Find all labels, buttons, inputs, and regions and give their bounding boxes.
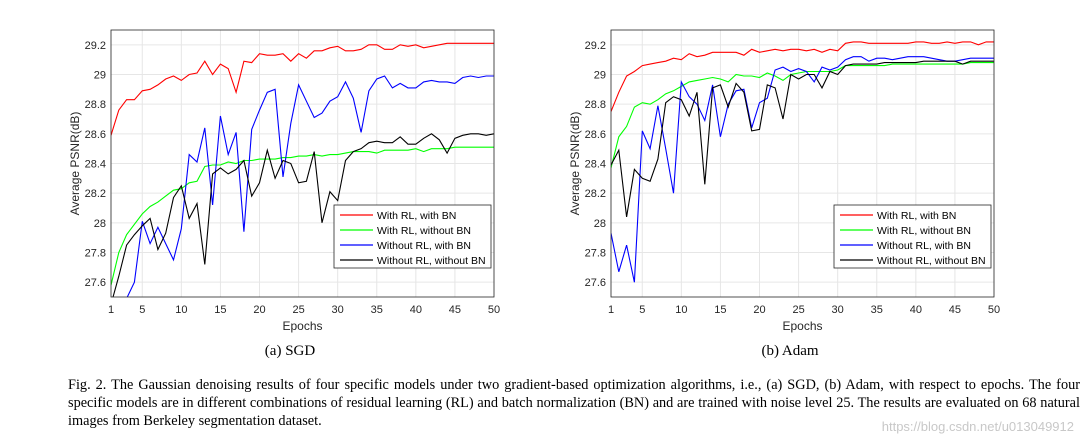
legend-label: With RL, without BN <box>877 225 971 237</box>
legend-label: Without RL, with BN <box>877 240 971 252</box>
y-tick-label: 28 <box>594 218 606 230</box>
y-tick-label: 28.8 <box>585 99 606 111</box>
series-line-with-rl-without-bn <box>611 62 994 169</box>
y-tick-label: 28.2 <box>585 188 606 200</box>
x-tick-label: 35 <box>871 304 883 316</box>
x-tick-label: 25 <box>292 304 304 316</box>
y-tick-label: 28.6 <box>85 129 106 141</box>
series-line-with-rl-with-bn <box>611 41 994 112</box>
watermark: https://blog.csdn.net/u013049912 <box>881 419 1074 434</box>
x-tick-label: 45 <box>949 304 961 316</box>
subcaption-adam: (b) Adam <box>761 343 819 359</box>
legend-label: With RL, with BN <box>377 210 456 222</box>
y-tick-label: 28.4 <box>585 159 606 171</box>
series-line-with-rl-without-bn <box>111 146 494 286</box>
x-tick-label: 15 <box>714 304 726 316</box>
y-tick-label: 28.8 <box>85 99 106 111</box>
x-tick-label: 50 <box>988 304 1000 316</box>
y-tick-label: 28.6 <box>585 129 606 141</box>
x-tick-label: 10 <box>675 304 687 316</box>
series-line-without-rl-with-bn <box>126 75 494 297</box>
x-tick-label: 5 <box>639 304 645 316</box>
plot-frame <box>610 29 995 298</box>
sgd-chart: 1 5 10 15 20 25 30 35 40 45 5027.627.82828.228.428… <box>68 29 500 333</box>
y-tick-label: 27.8 <box>85 248 106 260</box>
x-tick-label: 50 <box>488 304 500 316</box>
x-axis-label: Epochs <box>282 319 322 333</box>
legend-label: Without RL, without BN <box>877 255 986 267</box>
y-tick-label: 28 <box>94 218 106 230</box>
series-line-with-rl-with-bn <box>111 42 494 136</box>
y-tick-label: 29.2 <box>85 40 106 52</box>
x-tick-label: 35 <box>371 304 383 316</box>
y-axis-label: Average PSNR(dB) <box>568 112 582 216</box>
y-tick-label: 28.4 <box>85 159 106 171</box>
y-tick-label: 27.6 <box>85 277 106 289</box>
y-tick-label: 27.6 <box>585 277 606 289</box>
series-line-without-rl-with-bn <box>611 56 994 283</box>
x-tick-label: 40 <box>410 304 422 316</box>
subcaption-sgd: (a) SGD <box>264 343 316 359</box>
adam-chart: 1 5 10 15 20 25 30 35 40 45 5027.627.82828.228.428… <box>568 29 1000 333</box>
x-tick-label: 25 <box>792 304 804 316</box>
y-axis-label: Average PSNR(dB) <box>68 112 82 216</box>
legend-label: With RL, with BN <box>877 210 956 222</box>
x-tick-label: 30 <box>832 304 844 316</box>
y-tick-label: 27.8 <box>585 248 606 260</box>
legend-label: With RL, without BN <box>377 225 471 237</box>
x-tick-label: 40 <box>910 304 922 316</box>
x-axis-label: Epochs <box>782 319 822 333</box>
legend-label: Without RL, with BN <box>377 240 471 252</box>
x-tick-label: 15 <box>214 304 226 316</box>
x-tick-label: 20 <box>253 304 265 316</box>
y-tick-label: 29 <box>594 70 606 82</box>
x-tick-label: 10 <box>175 304 187 316</box>
x-tick-label: 1 <box>108 304 114 316</box>
figure-caption: Fig. 2. The Gaussian denoising results o… <box>68 377 1080 429</box>
plot-frame <box>110 29 495 298</box>
legend-label: Without RL, without BN <box>377 255 486 267</box>
series-line-without-rl-without-bn <box>611 60 994 217</box>
y-tick-label: 29.2 <box>585 40 606 52</box>
x-tick-label: 5 <box>139 304 145 316</box>
y-tick-label: 28.2 <box>85 188 106 200</box>
x-tick-label: 45 <box>449 304 461 316</box>
series-line-without-rl-without-bn <box>112 133 494 297</box>
x-tick-label: 30 <box>332 304 344 316</box>
y-tick-label: 29 <box>94 70 106 82</box>
x-tick-label: 1 <box>608 304 614 316</box>
x-tick-label: 20 <box>753 304 765 316</box>
